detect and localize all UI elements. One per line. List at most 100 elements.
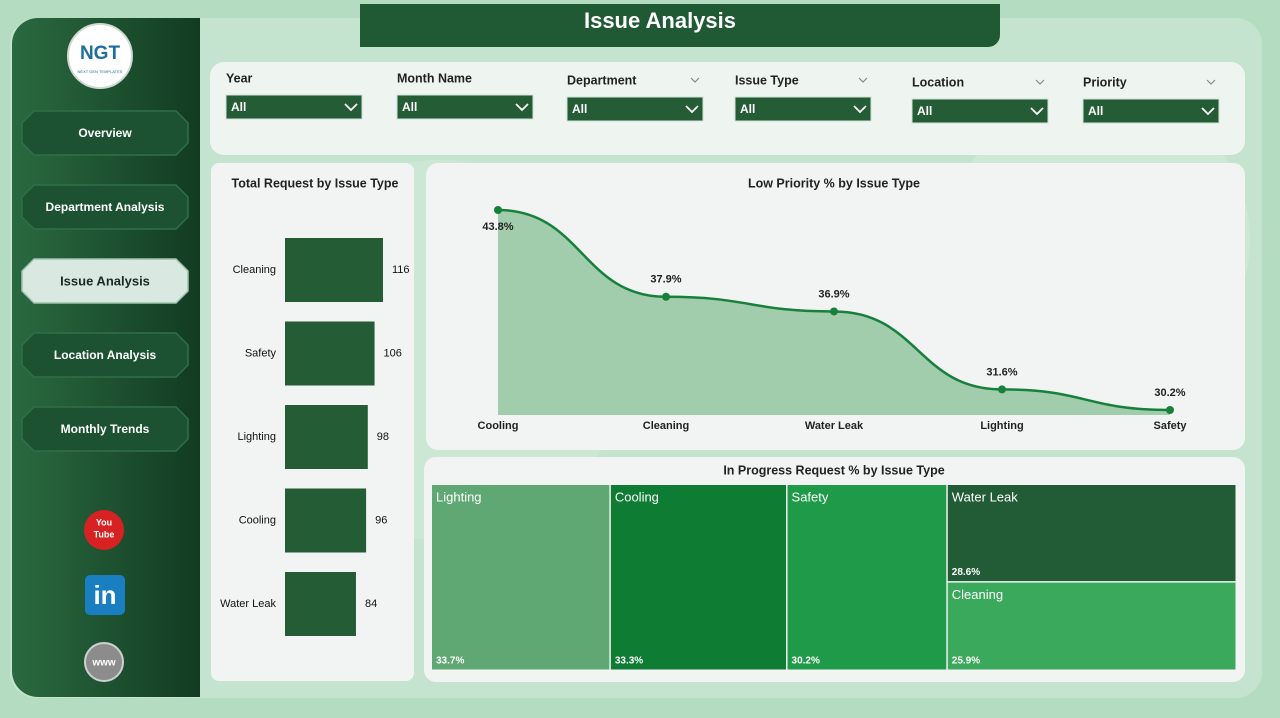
- logo: [67, 23, 133, 89]
- bar: [285, 405, 368, 469]
- filter-chevron: [344, 103, 358, 112]
- data-label: 84: [365, 598, 377, 610]
- nav-label: Monthly Trends: [61, 422, 150, 436]
- linkedin-icon[interactable]: [85, 575, 125, 615]
- social-icons: You Tube in www: [84, 510, 125, 682]
- filter-chevron: [853, 105, 867, 114]
- filter-label: Issue Type: [735, 73, 799, 87]
- filter-chevron: [685, 105, 699, 114]
- filter-value: All: [1088, 104, 1103, 118]
- cell-label: Lighting: [436, 489, 482, 504]
- bar: [285, 321, 375, 386]
- data-label: 31.6%: [986, 366, 1017, 378]
- chart-title: Total Request by Issue Type: [232, 176, 399, 190]
- bar: [285, 238, 383, 302]
- youtube-text: You: [96, 517, 112, 527]
- logo-text: NGT: [80, 43, 121, 64]
- filter-label: Year: [226, 71, 253, 85]
- cell-label: Cleaning: [952, 587, 1003, 602]
- filter-label: Location: [912, 75, 964, 89]
- category-label: Safety: [245, 347, 277, 359]
- point: [830, 307, 838, 316]
- filter-label: Month Name: [397, 71, 472, 85]
- cell-label: Water Leak: [952, 489, 1018, 504]
- nav-button[interactable]: [21, 184, 189, 230]
- data-label: 116: [392, 264, 410, 276]
- filter-chevron: [1201, 107, 1215, 116]
- point: [998, 385, 1006, 394]
- bar: [285, 572, 356, 636]
- filter-panel: [210, 62, 1245, 155]
- x-tick-label: Cooling: [478, 420, 519, 432]
- data-label: 30.2%: [792, 656, 820, 667]
- point: [1166, 406, 1174, 414]
- category-label: Lighting: [237, 431, 276, 443]
- data-label: 43.8%: [482, 221, 513, 233]
- web-text: www: [91, 658, 116, 669]
- nav-button[interactable]: [21, 258, 189, 304]
- web-icon[interactable]: [84, 642, 124, 682]
- filter-value: All: [917, 104, 932, 118]
- filter-chevron: [690, 77, 700, 83]
- youtube-text: Tube: [94, 529, 115, 539]
- data-label: 33.7%: [436, 656, 464, 667]
- filter-dropdown[interactable]: [1082, 98, 1220, 124]
- data-label: 33.3%: [615, 656, 643, 667]
- nav-label: Overview: [78, 126, 132, 140]
- treemap-cell: [432, 485, 610, 670]
- filter-value: All: [402, 100, 417, 114]
- x-tick-label: Lighting: [980, 420, 1023, 432]
- nav-button[interactable]: [21, 110, 189, 156]
- cell-label: Safety: [792, 489, 829, 504]
- category-label: Water Leak: [220, 598, 276, 610]
- page-title: Issue Analysis: [584, 8, 736, 33]
- data-label: 98: [377, 431, 389, 443]
- category-label: Cooling: [239, 514, 276, 526]
- filter-value: All: [572, 102, 587, 116]
- treemap-cell: [947, 485, 1236, 582]
- filter-chevron: [858, 77, 868, 83]
- data-label: 106: [384, 347, 402, 359]
- chart-title: In Progress Request % by Issue Type: [723, 463, 944, 477]
- nav-label: Location Analysis: [54, 348, 157, 362]
- category-label: Cleaning: [233, 264, 276, 276]
- point: [662, 292, 670, 301]
- filter-label: Priority: [1083, 75, 1127, 89]
- filter-chevron: [515, 103, 529, 112]
- data-label: 25.9%: [952, 656, 980, 667]
- nav-button[interactable]: [21, 406, 189, 452]
- data-label: 96: [375, 514, 387, 526]
- filter-label: Department: [567, 73, 637, 87]
- bar: [285, 488, 367, 553]
- nav-label: Department Analysis: [46, 200, 165, 214]
- data-label: 37.9%: [650, 274, 681, 286]
- filter-chevron: [1030, 107, 1044, 116]
- nav-label: Issue Analysis: [60, 273, 150, 288]
- filter-dropdown[interactable]: [734, 96, 872, 122]
- chart-title: Low Priority % by Issue Type: [748, 176, 920, 190]
- x-tick-label: Water Leak: [805, 420, 864, 432]
- filter-dropdown[interactable]: [911, 98, 1049, 124]
- nav-button[interactable]: [21, 332, 189, 378]
- treemap-cell: [947, 582, 1236, 670]
- data-label: 30.2%: [1154, 387, 1185, 399]
- filter-chevron: [1206, 79, 1216, 85]
- data-label: 28.6%: [952, 567, 980, 578]
- title-tab: [360, 4, 1000, 47]
- filter-dropdown[interactable]: [566, 96, 704, 122]
- filter-value: All: [231, 100, 246, 114]
- data-label: 36.9%: [818, 288, 849, 300]
- logo-subtext: NEXT GEN TEMPLATES: [78, 69, 123, 74]
- treemap-cell: [610, 485, 787, 670]
- point: [494, 206, 502, 214]
- filter-value: All: [740, 102, 755, 116]
- treemap-cell: [787, 485, 947, 670]
- filter-chevron: [1035, 79, 1045, 85]
- filter-dropdown[interactable]: [225, 94, 363, 120]
- x-tick-label: Safety: [1153, 420, 1187, 432]
- youtube-icon[interactable]: [84, 510, 124, 550]
- x-tick-label: Cleaning: [643, 420, 689, 432]
- linkedin-text: in: [93, 580, 116, 610]
- filter-dropdown[interactable]: [396, 94, 534, 120]
